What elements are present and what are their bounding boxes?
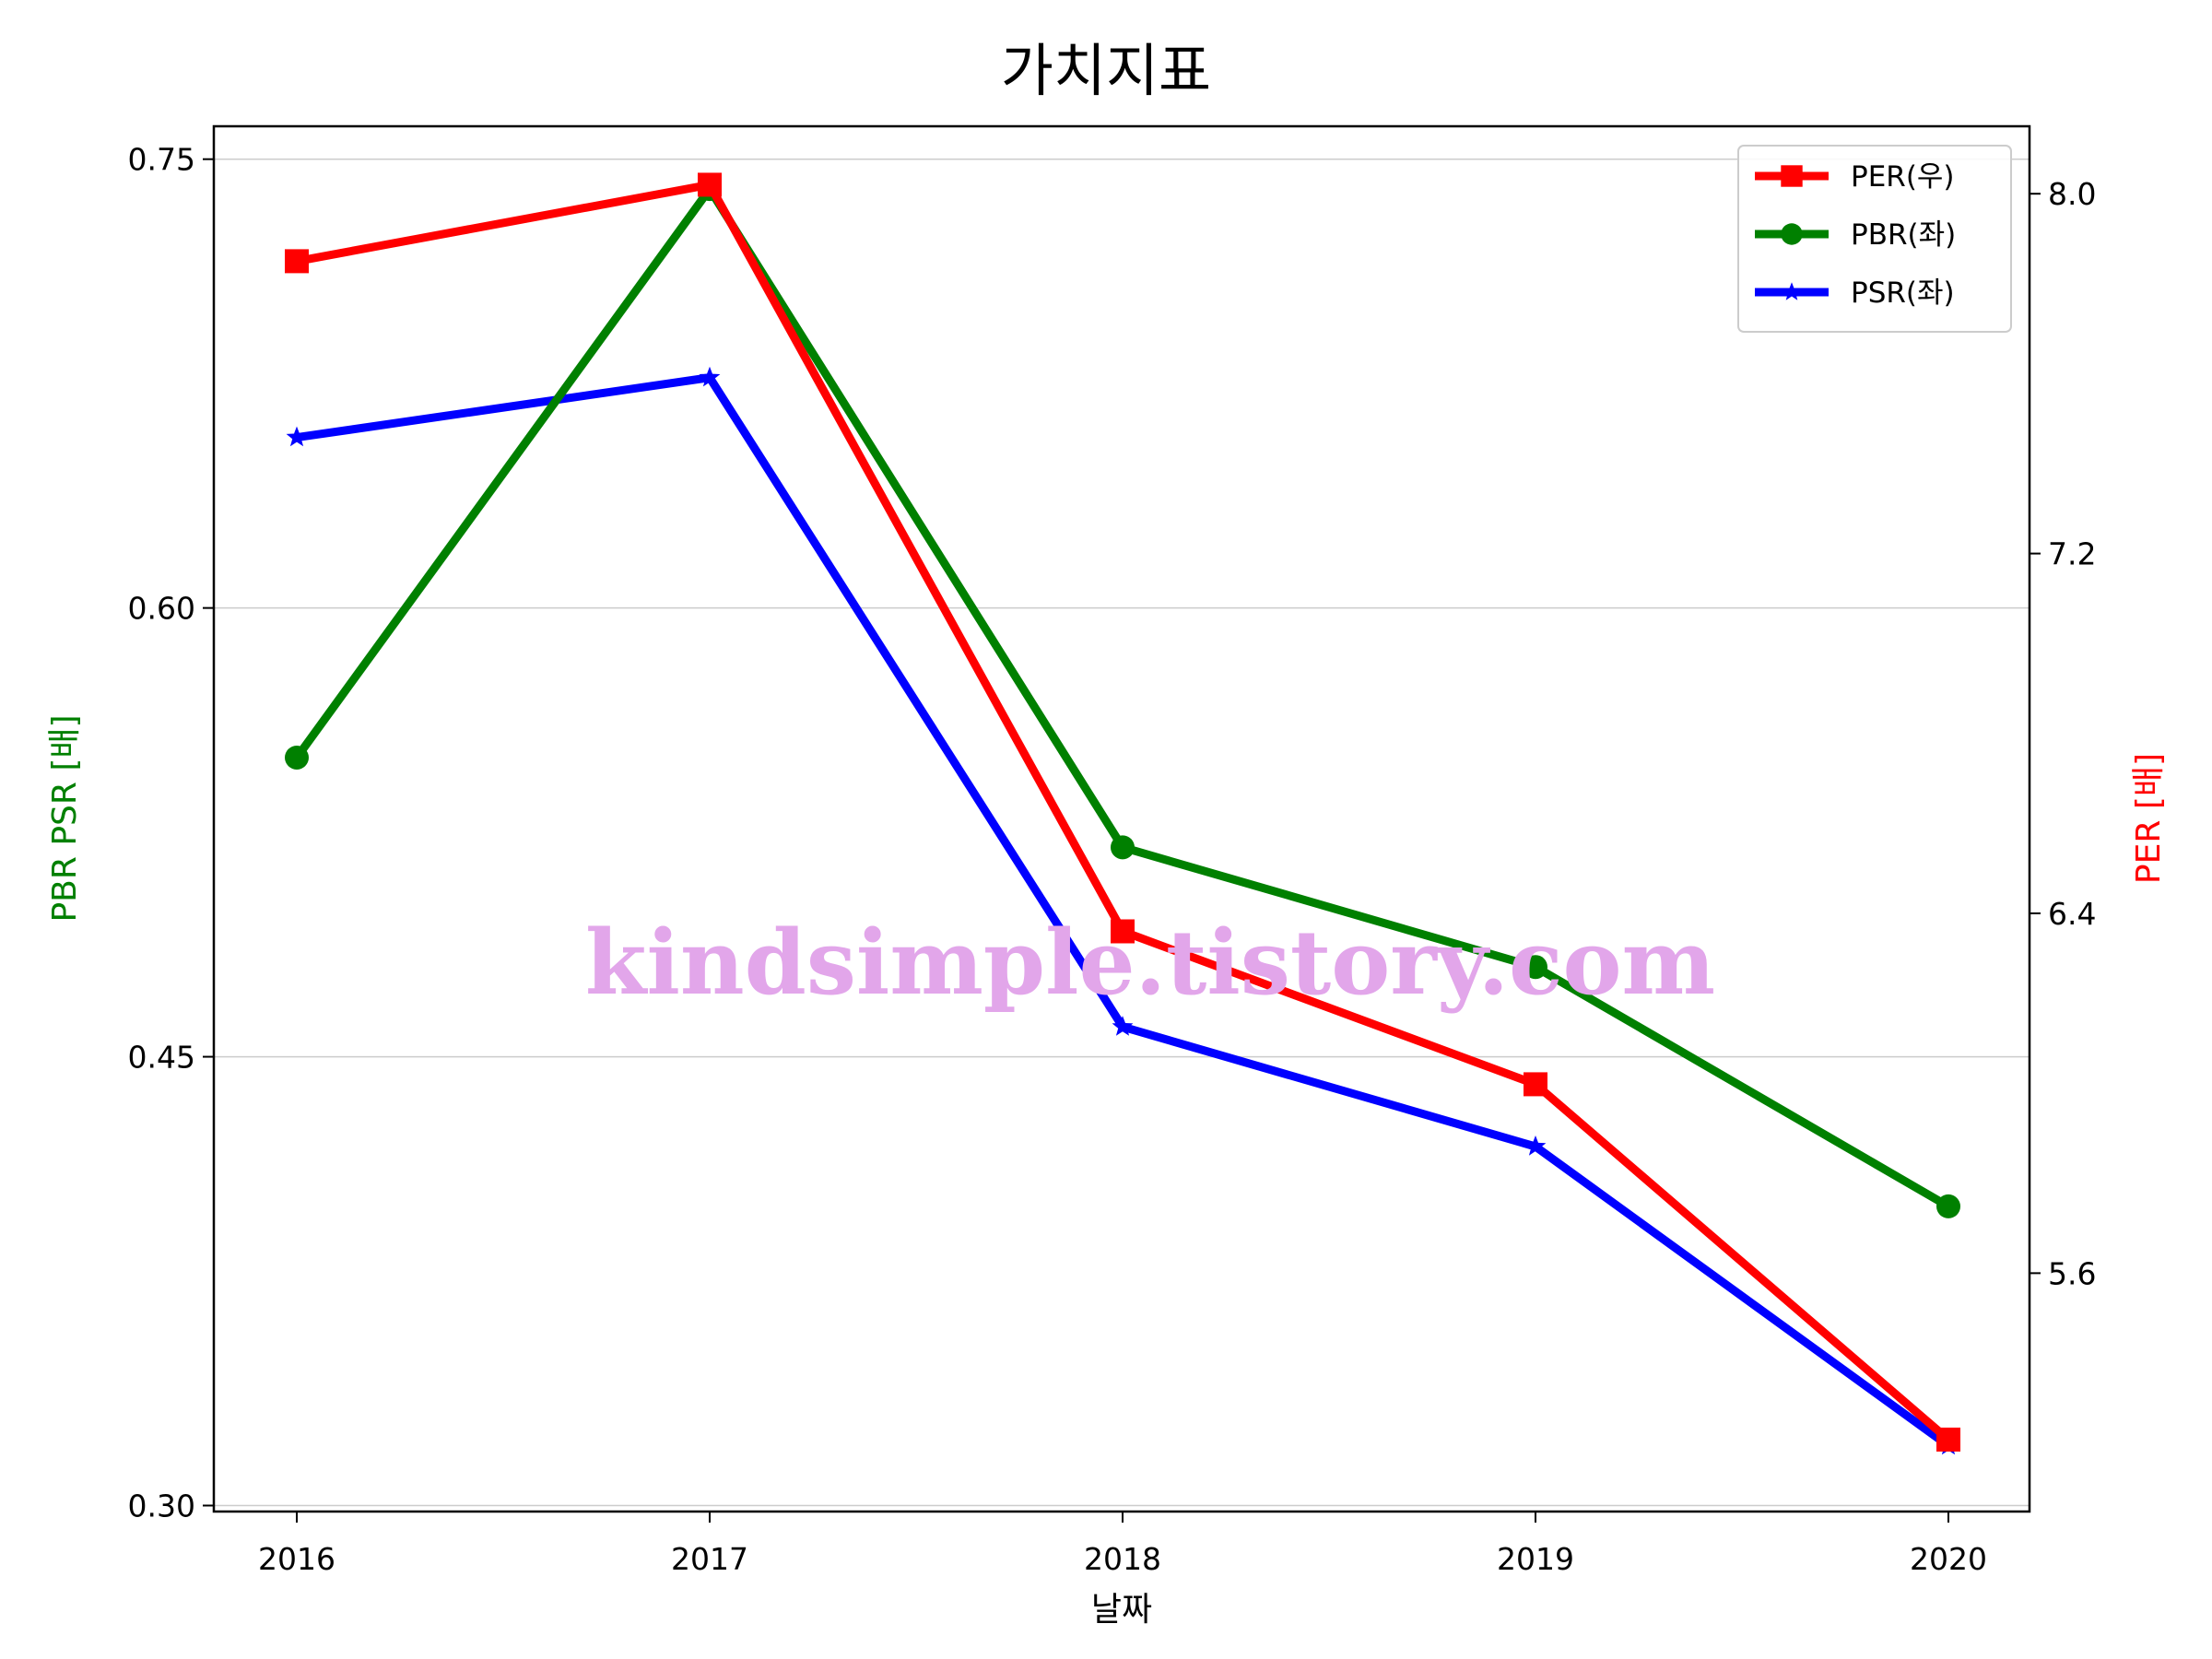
x-tick-label: 2017 (671, 1541, 748, 1577)
data-point-psr (1524, 1135, 1547, 1156)
legend-label: PSR(좌) (1851, 276, 1955, 310)
right-axis: 5.6 6.4 7.2 8.0 (2030, 176, 2096, 1291)
series-pbr (285, 177, 1960, 1218)
left-tick-label: 0.45 (128, 1040, 195, 1076)
x-axis-label: 날짜 (1091, 1591, 1152, 1629)
x-tick-label: 2016 (258, 1541, 335, 1577)
grid-lines (214, 158, 2030, 1507)
series-per (285, 172, 1960, 1452)
left-axis: 0.30 0.45 0.60 0.75 (128, 142, 214, 1524)
legend-swatch-marker (1781, 165, 1803, 187)
data-point-pbr (1524, 955, 1547, 980)
data-point-per (1524, 1072, 1547, 1097)
left-tick-label: 0.30 (128, 1488, 195, 1524)
data-point-psr (1112, 1016, 1134, 1036)
x-tick-label: 2018 (1084, 1541, 1161, 1577)
legend-swatch-marker (1781, 223, 1803, 245)
data-point-per (698, 172, 722, 197)
data-point-psr (286, 426, 308, 447)
x-axis: 2016 2017 2018 2019 2020 (258, 1512, 1987, 1577)
right-tick-label: 8.0 (2048, 176, 2096, 212)
legend-label: PBR(좌) (1851, 218, 1956, 252)
series-layer (285, 172, 1960, 1455)
legend: PER(우) PBR(좌) PSR(좌) (1737, 145, 2012, 333)
legend-item: PSR(좌) (1755, 276, 1955, 310)
data-point-pbr (1936, 1194, 1960, 1218)
right-tick-label: 5.6 (2048, 1255, 2096, 1291)
legend-box (1737, 145, 2012, 333)
data-point-per (1936, 1427, 1960, 1452)
data-point-pbr (1111, 835, 1135, 860)
legend-swatch-marker (1782, 282, 1802, 300)
right-axis-label: PER [배] (2130, 753, 2168, 884)
data-point-per (285, 249, 309, 274)
x-tick-label: 2019 (1497, 1541, 1574, 1577)
series-line-pbr (293, 184, 1951, 1210)
legend-item: PBR(좌) (1755, 218, 1956, 252)
data-point-pbr (285, 745, 309, 770)
right-tick-label: 7.2 (2048, 536, 2096, 572)
right-tick-label: 6.4 (2048, 896, 2096, 932)
watermark-text: kindsimple.tistory.com (585, 911, 1715, 1015)
legend-item: PER(우) (1755, 160, 1955, 194)
left-tick-label: 0.75 (128, 142, 195, 178)
left-tick-label: 0.60 (128, 591, 195, 627)
legend-label: PER(우) (1851, 160, 1955, 194)
chart-title: 가치지표 (1001, 37, 1211, 104)
left-axis-label: PBR PSR [배] (46, 714, 84, 922)
series-line-per (296, 180, 1951, 1443)
data-point-per (1111, 919, 1135, 944)
x-tick-label: 2020 (1910, 1541, 1987, 1577)
data-point-psr (699, 366, 721, 387)
